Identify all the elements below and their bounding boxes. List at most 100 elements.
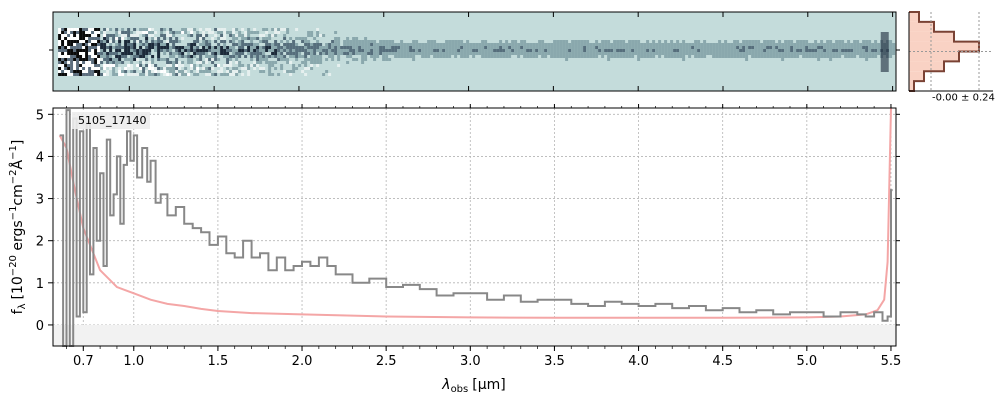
twod-cell [142,55,146,58]
twod-cell [193,52,197,55]
twod-cell [841,40,845,43]
twod-cell [763,52,767,55]
twod-cell [784,46,788,49]
y-label-prefix: [10 [10,276,26,299]
twod-cell [199,58,203,61]
twod-cell [838,43,842,46]
twod-cell [346,37,350,40]
twod-cell [742,49,746,52]
twod-cell [424,55,428,58]
twod-cell [97,61,101,64]
twod-cell [781,52,785,55]
twod-cell [214,46,218,49]
twod-cell [79,37,83,40]
twod-cell [106,58,110,61]
twod-cell [820,40,824,43]
twod-cell [166,67,170,70]
twod-cell [742,46,746,49]
twod-cell [307,67,311,70]
twod-cell [169,49,173,52]
twod-cell [703,46,707,49]
twod-cell [223,46,227,49]
twod-cell [274,43,278,46]
twod-cell [100,52,104,55]
twod-cell [196,49,200,52]
twod-cell [187,49,191,52]
twod-panel [49,11,900,92]
twod-cell [490,52,494,55]
twod-cell [403,52,407,55]
twod-cell [265,28,269,31]
twod-cell [400,52,404,55]
twod-cell [193,49,197,52]
twod-cell [676,52,680,55]
y-label-sub: λ [17,303,28,309]
twod-cell [439,43,443,46]
twod-cell [814,55,818,58]
twod-cell [268,34,272,37]
twod-cell [190,46,194,49]
twod-cell [190,58,194,61]
twod-cell [358,43,362,46]
twod-cell [688,43,692,46]
twod-cell [433,49,437,52]
twod-cell [238,43,242,46]
twod-cell [847,52,851,55]
twod-cell [826,52,830,55]
twod-cell [205,58,209,61]
twod-cell [286,31,290,34]
twod-cell [283,49,287,52]
twod-cell [286,49,290,52]
twod-cell [661,52,665,55]
twod-cell [454,55,458,58]
twod-cell [595,55,599,58]
twod-cell [247,52,251,55]
twod-cell [562,40,566,43]
twod-cell [130,67,134,70]
twod-cell [145,31,149,34]
twod-cell [331,46,335,49]
twod-cell [241,73,245,76]
twod-cell [187,61,191,64]
histogram-bar [909,21,934,32]
twod-edge-cell [880,32,889,72]
twod-cell [70,28,74,31]
twod-cell [697,46,701,49]
twod-cell [292,43,296,46]
twod-cell [337,43,341,46]
twod-cell [364,52,368,55]
twod-cell [400,49,404,52]
twod-cell [358,52,362,55]
twod-cell [475,49,479,52]
twod-cell [871,55,875,58]
twod-cell [784,43,788,46]
twod-cell [487,46,491,49]
twod-cell [115,64,119,67]
twod-cell [346,40,350,43]
twod-cell [325,70,329,73]
twod-cell [157,73,161,76]
twod-cell [58,46,62,49]
twod-cell [280,28,284,31]
twod-cell [97,40,101,43]
twod-cell [388,49,392,52]
twod-cell [85,55,89,58]
twod-cell [196,58,200,61]
twod-cell [283,43,287,46]
twod-cell [241,67,245,70]
twod-cell [142,49,146,52]
twod-cell [283,34,287,37]
twod-cell [859,49,863,52]
twod-cell [391,52,395,55]
twod-cell [166,31,170,34]
twod-cell [145,37,149,40]
twod-cell [454,43,458,46]
twod-cell [265,58,269,61]
twod-cell [496,55,500,58]
twod-cell [151,73,155,76]
twod-cell [187,58,191,61]
twod-cell [451,46,455,49]
twod-cell [187,34,191,37]
twod-cell [115,46,119,49]
twod-cell [139,40,143,43]
